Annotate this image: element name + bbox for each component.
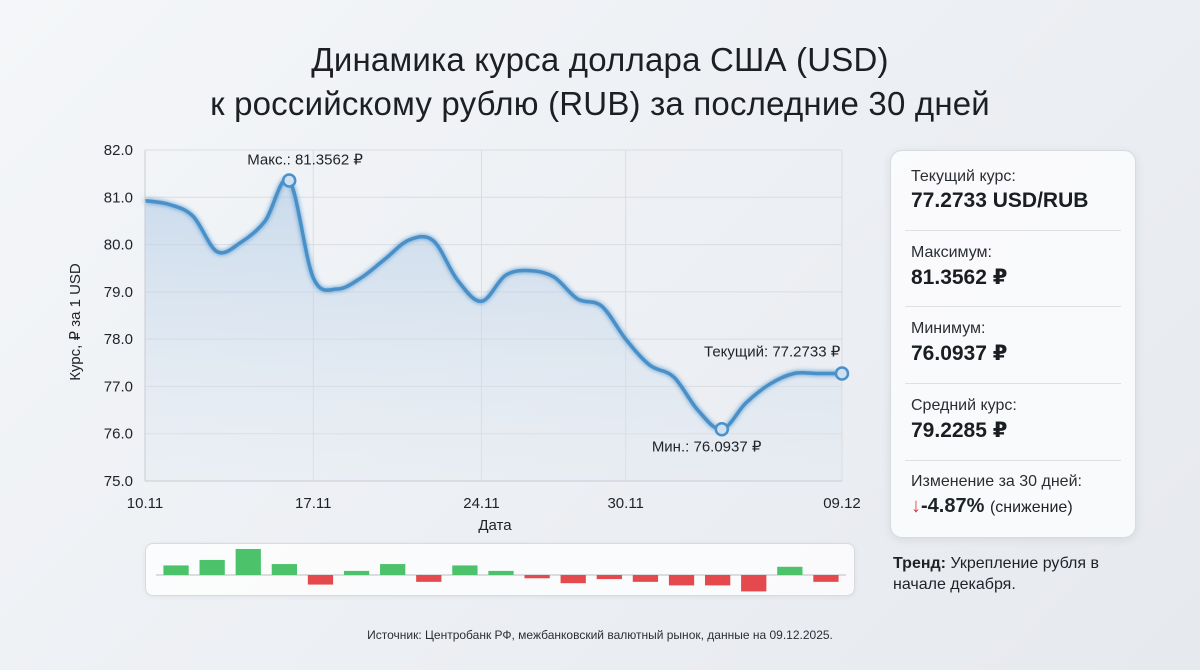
change-value: -4.87% [921,495,985,517]
y-tick-label: 79.0 [104,284,133,301]
change-bar-up [271,564,298,575]
down-arrow-icon: ↓ [911,495,921,517]
label-max: Макс.: 81.3562 ₽ [247,151,363,168]
change-bar-down [741,575,767,592]
x-tick-label: 10.11 [127,495,163,512]
stat-change: Изменение за 30 дней: ↓-4.87% (снижение) [911,473,1121,518]
trend-text: Укрепление рубля в начале декабря. [893,555,1099,593]
y-tick-label: 77.0 [104,378,133,395]
change-bar-up [343,570,370,575]
current-rate-value: 77.2733 USD/RUB [911,189,1089,212]
rate-line-chart: 75.0 76.0 77.0 78.0 79.0 80.0 81.0 82.0 10.11 17.… [67,142,861,534]
y-tick-label: 80.0 [104,237,133,254]
stat-max: Максимум: 81.3562 ₽ [911,244,1121,290]
change-bar-up [452,565,478,575]
x-tick-label: 30.11 [607,495,643,512]
divider [905,383,1121,384]
change-bar-down [632,575,659,582]
stat-current: Текущий курс: 77.2733 USD/RUB [911,168,1121,213]
change-bar-down [307,575,334,585]
change-bar-down [560,575,586,584]
change-bar-up [199,559,225,575]
change-bar-down [416,575,442,582]
change-bar-up [777,566,803,575]
point-max [281,173,297,188]
stats-panel: Текущий курс: 77.2733 USD/RUB Максимум: … [890,150,1136,538]
x-tick-label: 24.11 [463,495,499,512]
point-min [714,422,730,437]
current-rate-label: Текущий курс: [911,168,1016,185]
change-row: ↓-4.87% (снижение) [911,495,1121,518]
x-axis-label: Дата [478,517,512,534]
y-axis-label: Курс, ₽ за 1 USD [67,263,84,381]
avg-value: 79.2285 ₽ [911,419,1008,442]
change-label: Изменение за 30 дней: [911,473,1082,490]
daily-change-svg [156,549,846,592]
x-tick-label: 09.12 [823,495,861,512]
trend-label: Тренд: [893,555,946,572]
change-bar-down [704,575,731,586]
avg-label: Средний курс: [911,397,1017,414]
trend-note: Тренд: Укрепление рубля в начале декабря… [893,553,1133,595]
change-bar-down [596,575,622,580]
max-label: Максимум: [911,244,992,261]
change-bar-down [524,575,550,579]
chart-title-line-1: Динамика курса доллара США (USD) [311,41,889,78]
chart-title: Динамика курса доллара США (USD) к росси… [0,38,1200,126]
y-tick-label: 82.0 [104,142,133,159]
chart-title-line-2: к российскому рублю (RUB) за последние 3… [210,85,990,122]
change-bar-up [488,570,514,575]
divider [905,306,1121,307]
change-note: (снижение) [989,499,1073,516]
divider [905,230,1121,231]
y-tick-label: 78.0 [104,331,133,348]
y-tick-label: 75.0 [104,473,133,490]
change-bar-up [163,565,189,575]
y-tick-label: 81.0 [104,189,133,206]
label-current: Текущий: 77.2733 ₽ [704,344,841,361]
source-text: Источник: Центробанк РФ, межбанковский в… [367,628,833,642]
min-value: 76.0937 ₽ [911,342,1008,365]
y-tick-label: 76.0 [104,426,133,443]
source-note: Источник: Центробанк РФ, межбанковский в… [0,628,1200,642]
stat-min: Минимум: 76.0937 ₽ [911,320,1121,366]
max-value: 81.3562 ₽ [911,266,1008,289]
label-min: Мин.: 76.0937 ₽ [652,438,762,455]
change-bar-down [668,575,695,586]
change-bar-up [235,549,261,575]
change-bar-down [813,575,839,582]
area-fill [145,178,842,481]
change-bar-up [380,564,406,575]
divider [905,460,1121,461]
min-label: Минимум: [911,320,986,337]
stat-avg: Средний курс: 79.2285 ₽ [911,397,1121,443]
daily-change-bars [145,543,855,596]
point-current [834,366,850,381]
x-tick-label: 17.11 [295,495,331,512]
